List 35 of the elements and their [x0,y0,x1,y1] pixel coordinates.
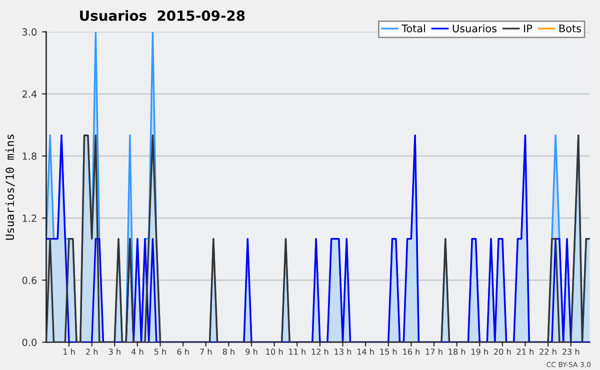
x-tick-label: 15 h [380,348,397,355]
x-tick-label: 3 h [108,348,120,355]
y-tick-label: 0.0 [22,338,37,346]
x-tick-label: 19 h [472,348,488,355]
x-tick-label: 4 h [131,348,144,355]
y-tick-label: 1.2 [22,214,36,222]
x-tick-label: 6 h [177,348,189,355]
y-tick-label: 3.0 [22,28,37,36]
x-tick-label: 20 h [494,348,511,355]
legend-label: Usuarios [452,24,496,32]
x-tick-label: 10 h [266,348,283,355]
x-tick-label: 11 h [289,348,306,355]
x-tick-label: 9 h [246,348,258,355]
chart-title: Usuarios 2015-09-28 [80,10,245,21]
legend-label: Total [402,24,425,32]
x-tick-label: 23 h [562,348,580,355]
x-tick-label: 21 h [516,348,534,355]
x-tick-label: 14 h [357,348,374,355]
x-tick-label: 13 h [334,348,352,355]
x-tick-label: 16 h [403,348,420,355]
x-tick-label: 1 h [64,348,75,355]
y-tick-label: 0.6 [22,276,37,284]
legend-label: IP [524,24,532,32]
x-tick-label: 12 h [312,348,328,355]
x-tick-label: 8 h [222,348,234,355]
y-axis-title: Usuarios/10 mins [5,134,15,240]
y-tick-label: 1.8 [22,152,37,160]
x-tick-label: 17 h [426,348,442,355]
x-tick-label: 7 h [200,348,212,355]
x-tick-label: 22 h [540,348,556,355]
y-tick-label: 2.4 [22,90,37,98]
x-tick-label: 2 h [86,348,98,355]
legend-label: Bots [559,24,581,32]
x-tick-label: 5 h [154,348,166,355]
x-tick-label: 18 h [448,348,466,355]
